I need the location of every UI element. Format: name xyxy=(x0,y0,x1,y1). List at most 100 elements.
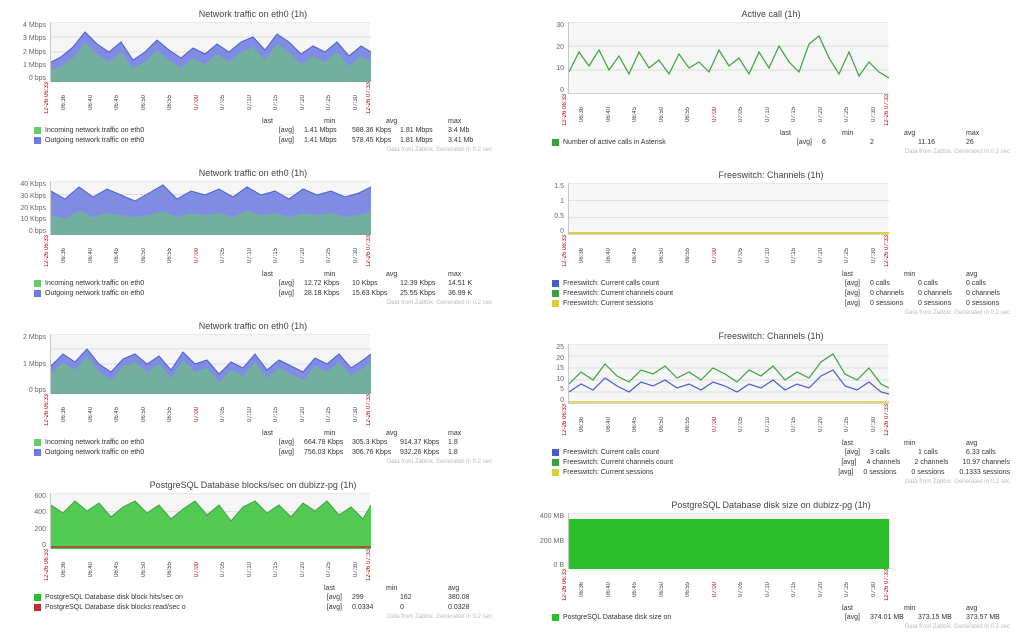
legend-row: PostgreSQL Database disk size on[avg]374… xyxy=(552,612,1010,622)
legend-row: Incoming network traffic on eth0[avg]12.… xyxy=(34,278,492,288)
stats-cell: 1.81 Mbps xyxy=(400,127,444,134)
y-tick-label: 20 xyxy=(556,355,564,362)
stats-cell: 0.1333 sessions xyxy=(959,469,1010,476)
x-tick-label: 07:10 xyxy=(764,235,772,263)
y-tick-label: 0 xyxy=(560,397,564,404)
stats-cell: 0 sessions xyxy=(911,469,955,476)
stats-cell: 36.99 K xyxy=(448,290,492,297)
x-tick-label: 07:25 xyxy=(325,394,333,422)
legend-row: PostgreSQL Database disk blocks read/sec… xyxy=(34,602,492,612)
chart-panel: Freeswitch: Channels (1h)252015105012-26… xyxy=(532,330,1010,485)
legend-label: Freeswitch: Current channels count xyxy=(563,290,841,297)
stats-cell: 14.51 K xyxy=(448,280,492,287)
right-column: Active call (1h)302010012-26 06:3312-26 … xyxy=(532,8,1010,624)
y-tick-label: 0 xyxy=(560,228,564,235)
stats-cell: 0 calls xyxy=(870,280,914,287)
x-tick-label: 07:05 xyxy=(737,94,745,122)
stats-header-cell: max xyxy=(448,271,492,278)
x-tick-label: 06:45 xyxy=(631,235,639,263)
stats-cell: 0 sessions xyxy=(870,300,914,307)
stats-header: lastminavgmax xyxy=(34,118,492,125)
legend-avg-tag: [avg] xyxy=(845,290,860,297)
stats-cell: 1.81 Mbps xyxy=(400,137,444,144)
x-tick-label: 06:50 xyxy=(140,235,148,263)
x-tick-label: 07:00 xyxy=(193,549,201,577)
x-tick-label: 07:20 xyxy=(817,569,825,597)
legend-swatch xyxy=(552,300,559,307)
stats-cell: 756.03 Kbps xyxy=(304,449,348,456)
chart-plot xyxy=(50,22,370,82)
x-tick-label: 07:30 xyxy=(352,82,360,110)
x-tick-label: 06:40 xyxy=(605,94,613,122)
stats-cell: 914.37 Kbps xyxy=(400,439,444,446)
stats-header-cell: max xyxy=(448,118,492,125)
y-tick-label: 1 Mbps xyxy=(23,361,46,368)
stats-header-cell: avg xyxy=(966,271,1010,278)
y-tick-label: 400 MB xyxy=(540,513,564,520)
y-axis: 2 Mbps1 Mbps0 bps xyxy=(14,334,48,394)
x-tick-label: 06:55 xyxy=(684,569,692,597)
stats-header: lastminavg xyxy=(34,585,492,592)
x-tick-label: 07:05 xyxy=(219,235,227,263)
y-tick-label: 0 bps xyxy=(29,228,46,235)
footer-note: Data from Zabbix. Generated in 0.2 sec xyxy=(532,310,1010,316)
stats-header-cell: last xyxy=(842,271,886,278)
legend-swatch xyxy=(34,439,41,446)
y-tick-label: 400 xyxy=(34,509,46,516)
stats-cell: 2 channels xyxy=(915,459,959,466)
x-tick-label: 06:40 xyxy=(87,394,95,422)
x-tick-label: 06:40 xyxy=(605,235,613,263)
footer-note: Data from Zabbix. Generated in 0.2 sec xyxy=(14,300,492,306)
stats-header-cell: min xyxy=(904,605,948,612)
x-tick-label: 06:55 xyxy=(166,82,174,110)
y-axis: 1.510.50 xyxy=(532,183,566,235)
x-tick-label: 06:55 xyxy=(166,235,174,263)
legend-swatch xyxy=(552,614,559,621)
y-tick-label: 600 xyxy=(34,493,46,500)
y-tick-label: 30 Kbps xyxy=(20,193,46,200)
x-tick-label: 07:20 xyxy=(817,404,825,432)
x-tick-label: 06:45 xyxy=(631,569,639,597)
x-tick-label: 06:45 xyxy=(113,235,121,263)
x-tick-label: 06:36 xyxy=(578,94,586,122)
x-tick-label: 06:45 xyxy=(631,94,639,122)
stats-cell: 162 xyxy=(400,594,444,601)
x-tick-label: 06:50 xyxy=(658,569,666,597)
x-tick-label: 07:30 xyxy=(870,569,878,597)
x-tick-label: 07:10 xyxy=(764,404,772,432)
legend-label: Freeswitch: Current sessions xyxy=(563,469,834,476)
footer-note: Data from Zabbix. Generated in 0.2 sec xyxy=(14,459,492,465)
stats-header-cell: last xyxy=(842,440,886,447)
x-tick-label: 07:15 xyxy=(790,404,798,432)
legend: lastminavgmaxNumber of active calls in A… xyxy=(552,130,1010,147)
x-tick-label: 07:25 xyxy=(843,94,851,122)
stats-cell: 299 xyxy=(352,594,396,601)
x-tick-label: 06:50 xyxy=(140,549,148,577)
stats-cell: 664.78 Kbps xyxy=(304,439,348,446)
legend-row: Freeswitch: Current channels count[avg]4… xyxy=(552,457,1010,467)
legend-avg-tag: [avg] xyxy=(845,300,860,307)
stats-cell: 2 xyxy=(870,139,914,146)
x-tick-label: 07:15 xyxy=(790,235,798,263)
stats-header-cell: last xyxy=(324,585,368,592)
x-tick-label: 07:05 xyxy=(737,569,745,597)
y-tick-label: 1 Mbps xyxy=(23,62,46,69)
footer-note: Data from Zabbix. Generated in 0.2 sec xyxy=(532,624,1010,630)
chart-plot xyxy=(50,181,370,235)
legend-avg-tag: [avg] xyxy=(845,449,860,456)
y-tick-label: 0 xyxy=(42,542,46,549)
stats-cell: 6.33 calls xyxy=(966,449,1010,456)
footer-note: Data from Zabbix. Generated in 0.2 sec xyxy=(14,147,492,153)
x-tick-label: 07:30 xyxy=(352,549,360,577)
x-tick-label: 07:15 xyxy=(790,569,798,597)
chart-panel: PostgreSQL Database blocks/sec on dubizz… xyxy=(14,479,492,620)
y-tick-label: 15 xyxy=(556,365,564,372)
x-tick-label: 07:25 xyxy=(325,82,333,110)
x-tick-label: 06:36 xyxy=(60,549,68,577)
footer-note: Data from Zabbix. Generated in 0.2 sec xyxy=(532,479,1010,485)
x-tick-label: 07:05 xyxy=(219,549,227,577)
stats-cell: 1.41 Mbps xyxy=(304,127,348,134)
chart-panel: Network traffic on eth0 (1h)4 Mbps3 Mbps… xyxy=(14,8,492,153)
x-axis: 12-26 06:3312-26 07:3306:3606:4006:4506:… xyxy=(568,404,1010,438)
stats-cell: 0 calls xyxy=(918,280,962,287)
